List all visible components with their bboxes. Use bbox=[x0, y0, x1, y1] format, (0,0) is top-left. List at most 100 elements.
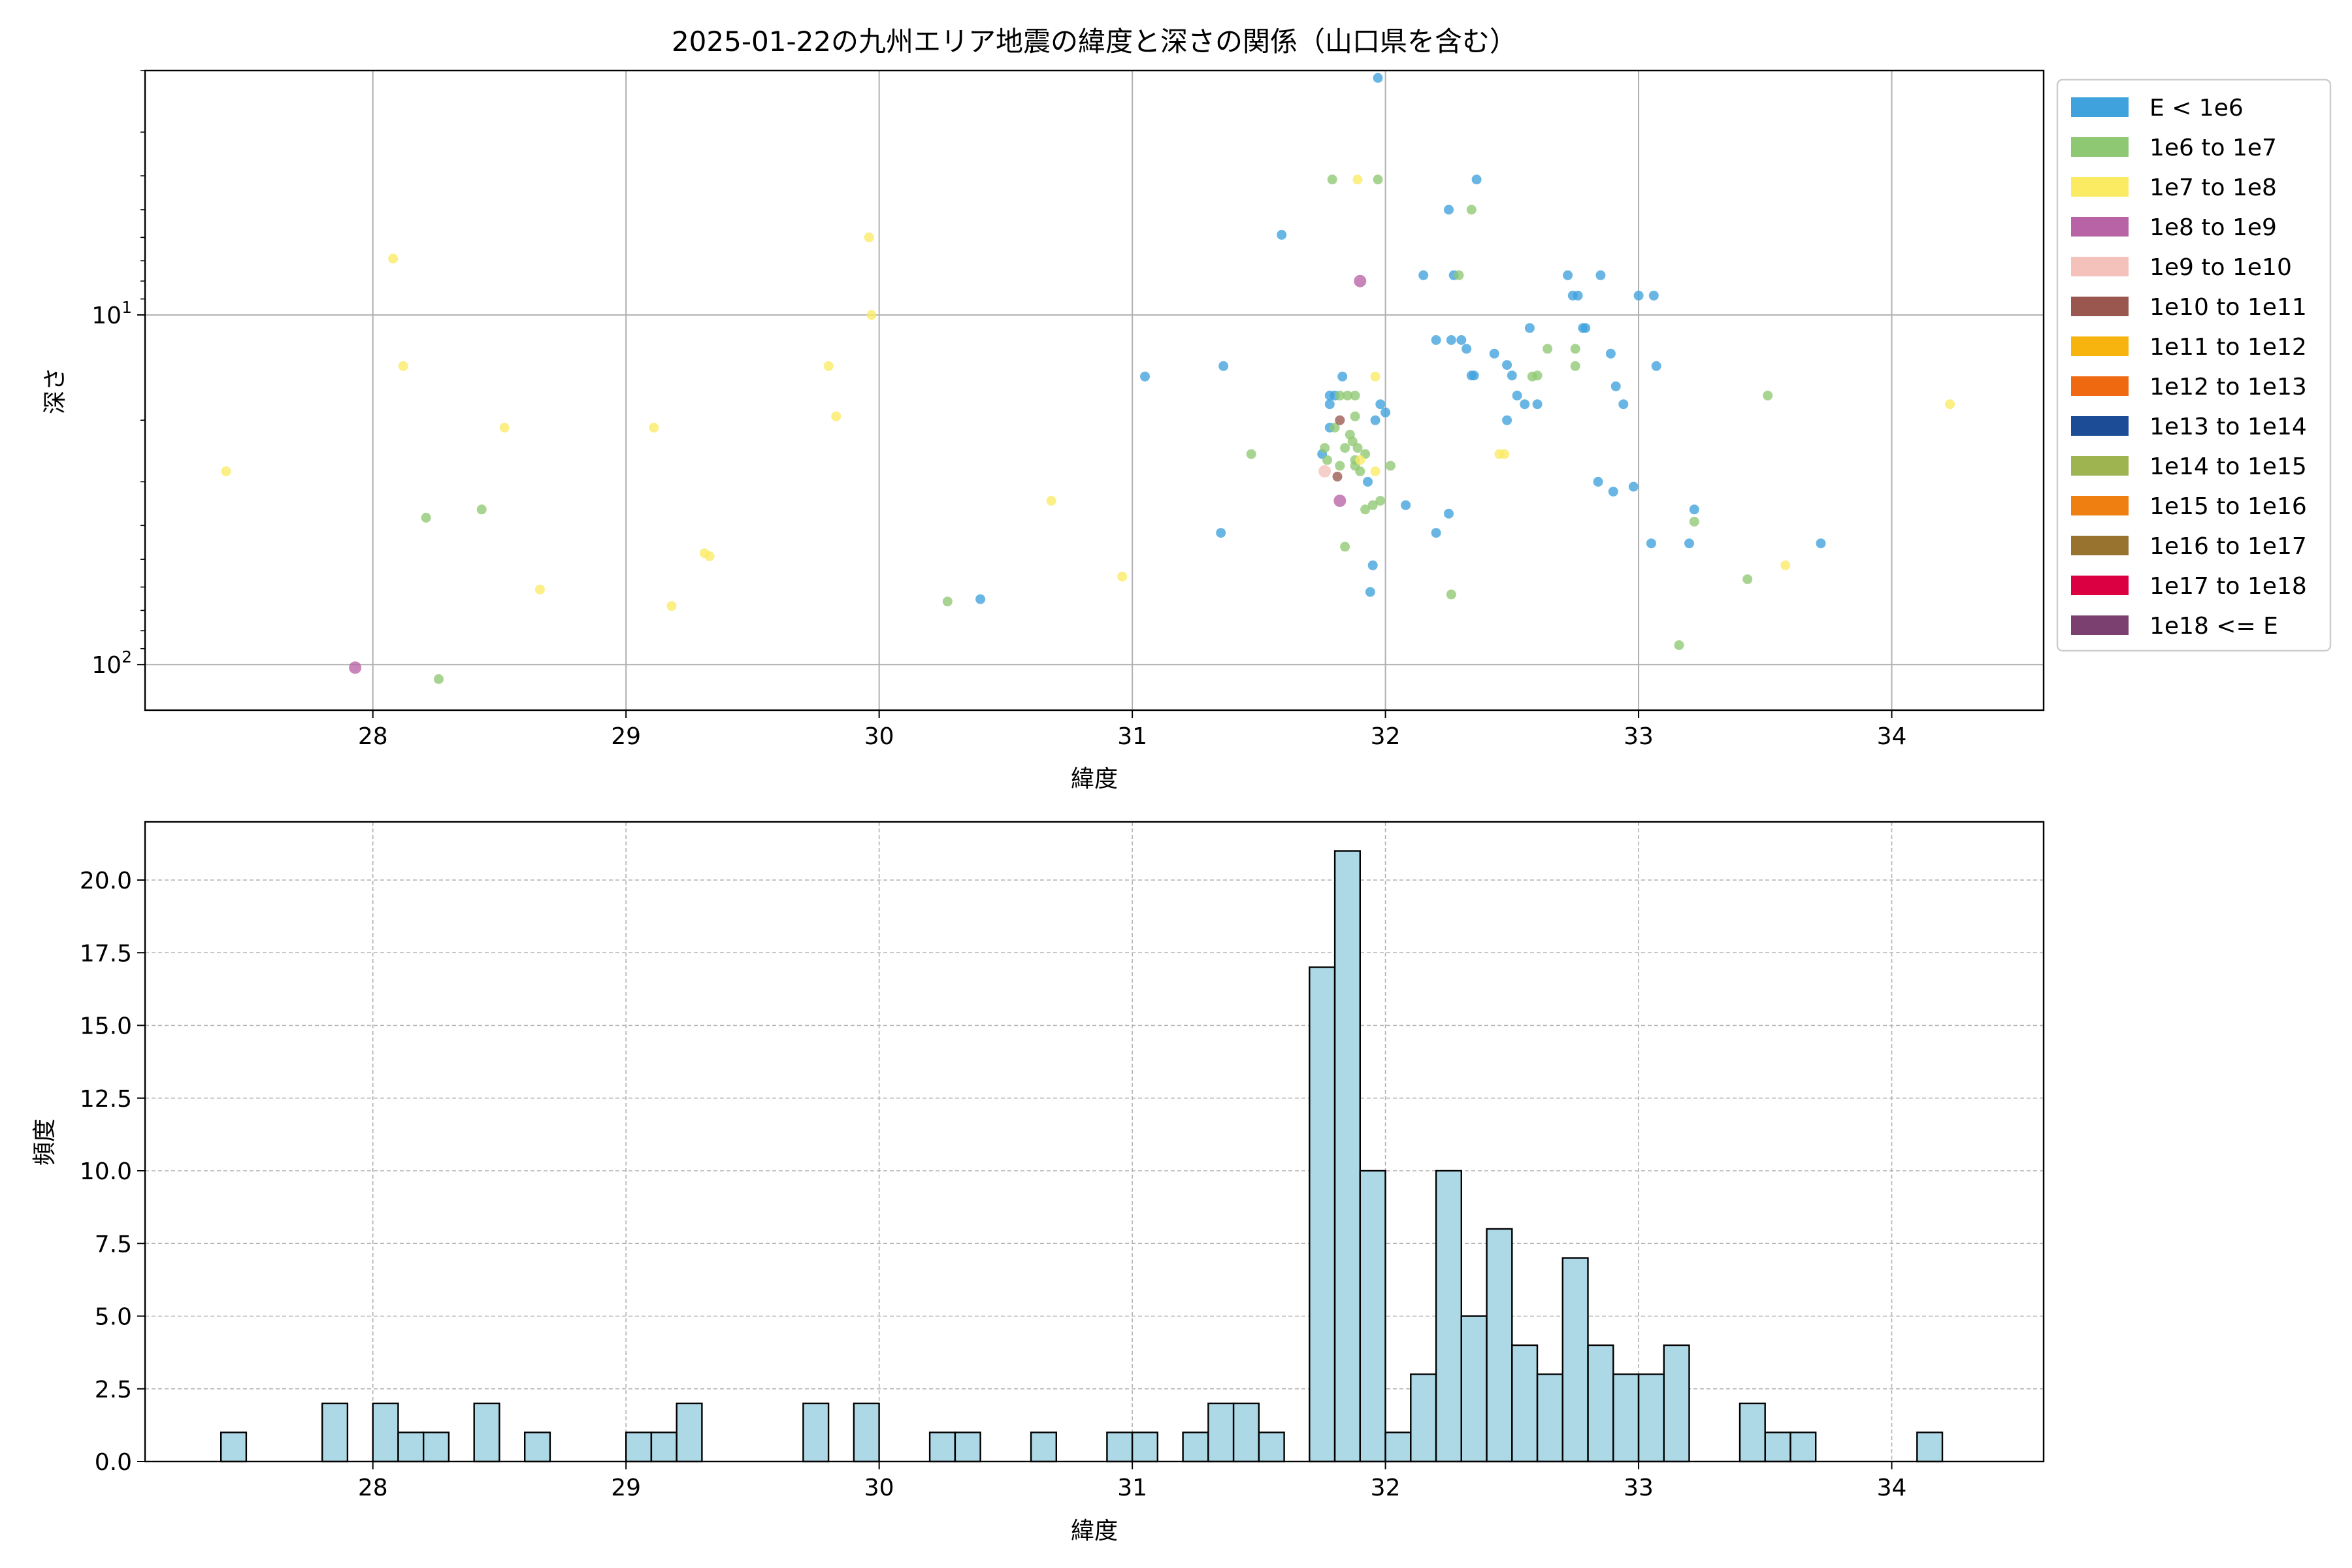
scatter-point bbox=[434, 674, 444, 684]
scatter-point bbox=[1570, 361, 1580, 371]
histogram-bar bbox=[1612, 1373, 1640, 1463]
histogram-x-tick-label: 29 bbox=[611, 1475, 641, 1501]
legend-label: 1e18 <= E bbox=[2149, 613, 2278, 640]
histogram-bar bbox=[1460, 1315, 1488, 1463]
histogram-bar bbox=[1359, 1169, 1386, 1463]
legend-label: 1e10 to 1e11 bbox=[2149, 294, 2307, 321]
legend-swatch bbox=[2071, 376, 2129, 396]
histogram-bar bbox=[473, 1402, 500, 1463]
histogram-bar bbox=[1182, 1431, 1209, 1463]
scatter-point bbox=[1355, 466, 1365, 476]
scatter-point bbox=[1628, 482, 1639, 492]
scatter-point bbox=[1365, 587, 1375, 597]
scatter-point bbox=[1945, 399, 1955, 410]
scatter-point bbox=[1742, 574, 1753, 585]
scatter-point bbox=[1370, 466, 1380, 476]
scatter-point bbox=[1689, 516, 1699, 527]
legend-label: 1e13 to 1e14 bbox=[2149, 414, 2307, 440]
legend-swatch bbox=[2071, 615, 2129, 635]
scatter-point bbox=[1507, 370, 1517, 381]
scatter-point bbox=[1674, 640, 1684, 650]
scatter-point bbox=[1380, 407, 1391, 417]
legend-label: 1e6 to 1e7 bbox=[2149, 135, 2277, 161]
scatter-point bbox=[1332, 472, 1343, 482]
scatter-point bbox=[221, 466, 231, 476]
scatter-point bbox=[666, 601, 677, 612]
scatter-point bbox=[398, 361, 408, 371]
histogram-axes-frame bbox=[144, 821, 2045, 1463]
histogram-bar bbox=[853, 1402, 880, 1463]
scatter-point bbox=[1446, 335, 1456, 345]
histogram-bar bbox=[1435, 1169, 1463, 1463]
scatter-point bbox=[1489, 348, 1499, 359]
scatter-point bbox=[1608, 486, 1618, 497]
scatter-point bbox=[1333, 495, 1347, 507]
scatter-point bbox=[1367, 560, 1378, 570]
histogram-bar bbox=[1030, 1431, 1057, 1463]
scatter-x-tick-label: 29 bbox=[611, 723, 641, 750]
histogram-x-tick-label: 34 bbox=[1877, 1475, 1907, 1501]
scatter-point bbox=[1385, 461, 1396, 471]
histogram-bar bbox=[1106, 1431, 1134, 1463]
scatter-point bbox=[1117, 572, 1128, 581]
scatter-point bbox=[1418, 270, 1429, 280]
scatter-point bbox=[1340, 443, 1350, 453]
scatter-panel: 28 29 30 31 32 33 34 101 102 緯度 深さ E < 1e6 1e6 t… bbox=[42, 69, 2332, 792]
scatter-point bbox=[1375, 399, 1386, 410]
scatter-point bbox=[388, 253, 399, 264]
scatter-point bbox=[1580, 323, 1591, 333]
scatter-point bbox=[1431, 528, 1441, 538]
scatter-point bbox=[823, 361, 834, 371]
legend-label: 1e17 to 1e18 bbox=[2149, 573, 2307, 600]
scatter-point bbox=[1431, 335, 1441, 345]
scatter-point bbox=[1277, 229, 1287, 240]
histogram-bar bbox=[1131, 1431, 1158, 1463]
histogram-bar bbox=[676, 1402, 703, 1463]
scatter-point bbox=[1532, 399, 1543, 410]
scatter-x-tick-label: 30 bbox=[864, 723, 894, 750]
histogram-bar bbox=[423, 1431, 450, 1463]
scatter-point bbox=[649, 423, 659, 433]
legend-label: 1e8 to 1e9 bbox=[2149, 214, 2277, 241]
scatter-x-tick-label: 32 bbox=[1371, 723, 1401, 750]
figure-title: 2025-01-22の九州エリア地震の緯度と深さの関係（山口県を含む） bbox=[672, 25, 1517, 57]
histogram-x-tick-label: 30 bbox=[864, 1475, 894, 1501]
histogram-y-tick-label: 10.0 bbox=[80, 1158, 132, 1185]
scatter-points bbox=[221, 73, 1955, 684]
scatter-y-axis-label: 深さ bbox=[42, 367, 69, 414]
scatter-x-tick-label: 34 bbox=[1877, 723, 1907, 750]
scatter-y-tick-label: 102 bbox=[91, 647, 132, 679]
scatter-point bbox=[1335, 390, 1345, 400]
legend-label: 1e15 to 1e16 bbox=[2149, 493, 2307, 520]
scatter-point bbox=[1684, 538, 1694, 549]
histogram-bar bbox=[1486, 1228, 1513, 1463]
scatter-x-tick-label: 33 bbox=[1624, 723, 1654, 750]
scatter-y-tick-label: 101 bbox=[91, 298, 132, 329]
legend-label: 1e11 to 1e12 bbox=[2149, 334, 2307, 361]
scatter-point bbox=[1340, 542, 1350, 552]
scatter-point bbox=[1216, 528, 1226, 538]
scatter-point bbox=[349, 661, 362, 674]
histogram-bar bbox=[397, 1431, 425, 1463]
histogram-panel: 28 29 30 31 32 33 34 0.0 2.5 5.0 7.5 10.0 12.5 15.0 1… bbox=[31, 821, 2045, 1544]
histogram-bar bbox=[1333, 850, 1361, 1463]
scatter-point bbox=[1570, 344, 1580, 354]
scatter-point bbox=[1218, 361, 1229, 371]
scatter-point bbox=[1444, 508, 1454, 519]
legend-swatch bbox=[2071, 137, 2129, 157]
scatter-x-tick-label: 31 bbox=[1117, 723, 1147, 750]
histogram-y-ticks: 0.0 2.5 5.0 7.5 10.0 12.5 15.0 17.5 20.0 bbox=[80, 868, 145, 1476]
scatter-point bbox=[866, 310, 877, 320]
histogram-y-axis-label: 頻度 bbox=[31, 1119, 58, 1166]
scatter-point bbox=[1355, 455, 1365, 465]
scatter-point bbox=[1375, 496, 1386, 506]
histogram-bar bbox=[1410, 1373, 1437, 1463]
histogram-y-tick-label: 12.5 bbox=[80, 1086, 132, 1113]
scatter-point bbox=[1454, 270, 1464, 280]
scatter-point bbox=[1502, 415, 1512, 425]
histogram-bar bbox=[650, 1431, 678, 1463]
scatter-point bbox=[1595, 270, 1606, 280]
histogram-bar bbox=[1511, 1344, 1539, 1463]
scatter-point bbox=[1610, 381, 1621, 391]
scatter-point bbox=[1466, 204, 1477, 215]
